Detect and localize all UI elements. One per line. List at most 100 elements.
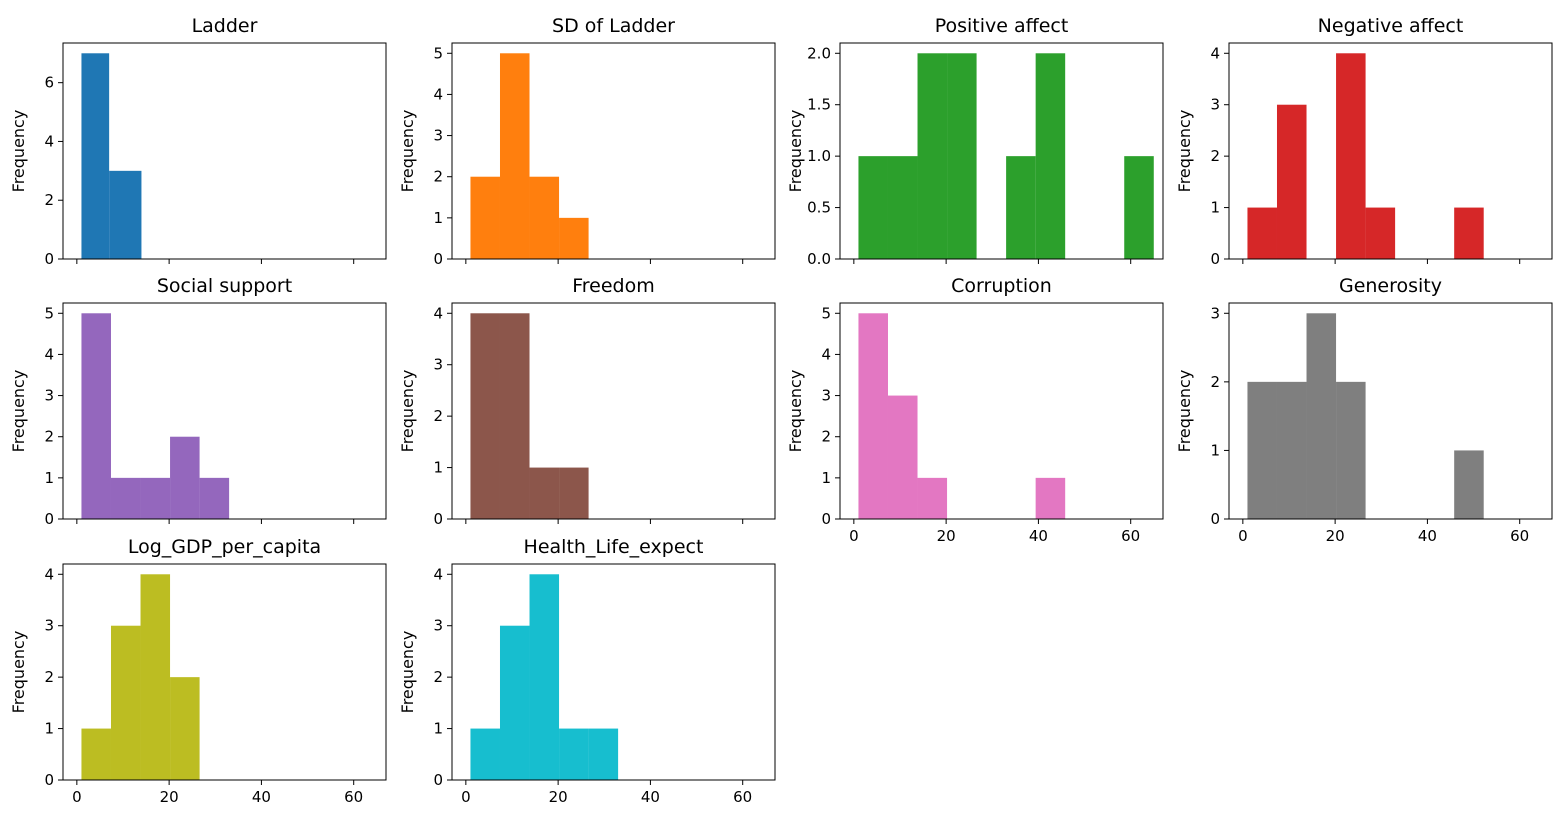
- histogram-bar: [559, 467, 589, 519]
- histogram-bar: [858, 313, 888, 519]
- histogram-bar: [529, 574, 560, 780]
- y-tick-label: 4: [44, 132, 54, 150]
- axes-frame: [451, 302, 776, 520]
- y-axis-label: Frequency: [786, 370, 805, 453]
- histogram-bar: [470, 176, 500, 259]
- subplot-ladder: Ladder Frequency 0 2 4 6: [9, 15, 387, 268]
- histogram-bar: [170, 677, 200, 780]
- y-tick-label: 5: [433, 44, 443, 62]
- x-tick-label: 40: [1418, 527, 1437, 545]
- y-tick-label: 4: [433, 304, 443, 322]
- histogram-bar: [1336, 381, 1366, 519]
- y-tick-label: 1: [1210, 441, 1220, 459]
- histogram-bar: [588, 728, 619, 780]
- histogram-bar: [81, 53, 110, 260]
- y-tick-label: 0: [433, 250, 443, 268]
- y-tick-label: 3: [1210, 96, 1220, 114]
- axes-frame: [839, 42, 1164, 260]
- y-tick-label: 0: [44, 250, 54, 268]
- subplot-title: Negative affect: [1318, 15, 1464, 37]
- y-axis-label: Frequency: [1175, 110, 1194, 193]
- histogram-bar: [170, 436, 200, 519]
- y-tick-label: 1: [44, 720, 54, 738]
- axes-frame: [451, 42, 776, 260]
- histogram-bar: [81, 728, 111, 780]
- histogram-bar: [110, 477, 141, 519]
- subplot-positive-affect: Positive affect Frequency 0.0 0.5 1.0 1.5 2.0: [786, 15, 1164, 268]
- subplot-title: Positive affect: [935, 15, 1069, 37]
- y-tick-label: 4: [433, 565, 443, 583]
- y-tick-label: 3: [433, 127, 443, 145]
- subplot-title: Ladder: [192, 15, 258, 37]
- y-tick-label: 3: [1210, 304, 1220, 322]
- axes-frame: [451, 563, 776, 781]
- axes-frame: [1228, 42, 1553, 260]
- y-axis-label: Frequency: [786, 110, 805, 193]
- x-tick-label: 60: [1510, 527, 1529, 545]
- axes-frame: [62, 302, 387, 520]
- histogram-bar: [1124, 156, 1154, 259]
- subplot-title: Health_Life_expect: [524, 536, 704, 558]
- y-tick-label: 0: [1210, 250, 1220, 268]
- histogram-bar: [499, 313, 530, 519]
- y-axis-label: Frequency: [9, 110, 28, 193]
- subplot-title: Social support: [157, 275, 292, 297]
- y-axis-label: Frequency: [1175, 370, 1194, 453]
- y-tick-label: 3: [433, 356, 443, 374]
- y-tick-label: 4: [433, 85, 443, 103]
- histogram-bar: [1035, 477, 1066, 519]
- y-axis-label: Frequency: [398, 370, 417, 453]
- y-tick-label: 1: [1210, 199, 1220, 217]
- y-tick-label: 0.5: [807, 199, 831, 217]
- subplot-title: Freedom: [572, 275, 655, 297]
- subplot-sd-of-ladder: SD of Ladder Frequency 0 1 2 3 4 5: [398, 15, 776, 268]
- y-tick-label: 5: [821, 304, 831, 322]
- histogram-bar: [559, 217, 589, 259]
- y-tick-label: 0: [1210, 510, 1220, 528]
- y-tick-label: 0: [433, 771, 443, 789]
- axes-frame: [839, 302, 1164, 520]
- histogram-bar: [1276, 104, 1307, 259]
- y-tick-label: 3: [433, 617, 443, 635]
- y-tick-label: 2: [44, 668, 54, 686]
- subplot-title: Generosity: [1339, 275, 1442, 297]
- histogram-bar: [1365, 207, 1396, 259]
- y-tick-label: 3: [821, 387, 831, 405]
- subplot-negative-affect: Negative affect Frequency 0 1 2 3 4: [1175, 15, 1553, 268]
- y-tick-label: 2: [44, 428, 54, 446]
- x-tick-label: 0: [849, 527, 859, 545]
- y-tick-label: 0: [44, 771, 54, 789]
- x-tick-label: 60: [1121, 527, 1140, 545]
- histogram-bar: [1247, 207, 1277, 259]
- y-tick-label: 2: [433, 168, 443, 186]
- histogram-bar: [529, 467, 560, 519]
- y-tick-label: 1: [433, 459, 443, 477]
- histogram-bar: [1247, 381, 1277, 519]
- axes-frame: [62, 563, 387, 781]
- x-tick-label: 20: [549, 788, 568, 806]
- y-tick-label: 2: [44, 191, 54, 209]
- y-axis-label: Frequency: [9, 631, 28, 714]
- axes-frame: [1228, 302, 1553, 520]
- histogram-bar: [140, 574, 171, 780]
- x-tick-label: 20: [937, 527, 956, 545]
- histogram-bar: [887, 156, 918, 259]
- y-tick-label: 4: [44, 345, 54, 363]
- x-tick-label: 60: [733, 788, 752, 806]
- histogram-bar: [1306, 313, 1337, 519]
- histogram-bar: [1454, 207, 1484, 259]
- y-tick-label: 2.0: [807, 44, 831, 62]
- x-tick-label: 0: [72, 788, 82, 806]
- histogram-bar: [499, 625, 530, 780]
- histogram-bar: [499, 53, 530, 260]
- histogram-bar: [1454, 450, 1484, 519]
- y-tick-label: 0: [44, 510, 54, 528]
- histogram-bar: [110, 625, 141, 780]
- histogram-bar: [1336, 53, 1366, 260]
- x-tick-label: 40: [1029, 527, 1048, 545]
- y-tick-label: 2: [433, 668, 443, 686]
- y-tick-label: 1: [821, 469, 831, 487]
- histogram-bar: [858, 156, 888, 259]
